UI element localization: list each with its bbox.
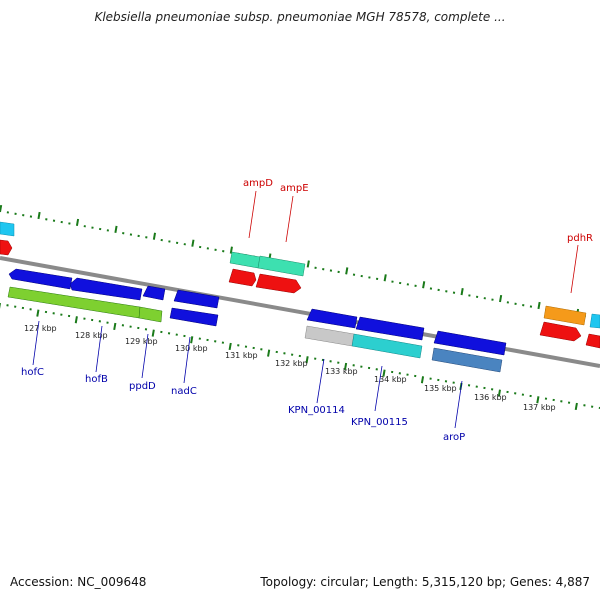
scale-label: 131 kbp xyxy=(225,351,258,360)
ruler-tick xyxy=(382,369,386,377)
scale-label: 128 kbp xyxy=(75,331,108,340)
ruler-tick xyxy=(383,274,387,282)
accession-text: Accession: NC_009648 xyxy=(10,575,147,589)
ruler-tick xyxy=(36,309,40,317)
gene-feature-hofB[interactable] xyxy=(69,277,143,301)
scale-label: 137 kbp xyxy=(523,403,556,412)
leader-line xyxy=(454,380,463,429)
gene-feature[interactable] xyxy=(304,325,355,347)
ruler-tick xyxy=(574,402,578,411)
gene-labels-bottom: hofC hofB ppdD nadC KPN_00114 KPN_00115 … xyxy=(21,320,465,443)
scale-label: 134 kbp xyxy=(374,375,407,384)
gene-feature-ampE[interactable] xyxy=(257,255,306,277)
ruler-tick xyxy=(75,218,80,227)
gene-feature[interactable] xyxy=(0,221,15,237)
gene-feature-pdhR[interactable] xyxy=(543,305,587,326)
scale-label: 130 kbp xyxy=(175,344,208,353)
gene-label-pdhR[interactable]: pdhR xyxy=(567,233,593,244)
gene-label-ppdD[interactable]: ppdD xyxy=(129,381,156,392)
ruler-tick xyxy=(190,336,194,344)
gene-label-ampD[interactable]: ampD xyxy=(243,178,273,189)
bottom-tick-track xyxy=(0,303,600,411)
feature-track-upper xyxy=(0,221,600,349)
ruler-tick xyxy=(151,329,155,337)
ruler-tick xyxy=(229,246,233,254)
scale-label: 127 kbp xyxy=(24,324,57,333)
gene-feature[interactable] xyxy=(589,313,600,329)
map-title: Klebsiella pneumoniae subsp. pneumoniae … xyxy=(94,10,506,24)
ruler-tick xyxy=(191,239,195,247)
gene-feature-ampD[interactable] xyxy=(229,251,261,269)
ruler-tick xyxy=(499,294,503,303)
gene-feature[interactable] xyxy=(585,333,600,349)
gene-feature[interactable] xyxy=(228,268,257,287)
leader-line xyxy=(285,195,294,243)
gene-feature[interactable] xyxy=(539,321,582,342)
gene-feature[interactable] xyxy=(306,308,358,329)
gene-label-hofB[interactable]: hofB xyxy=(85,374,108,385)
leader-line xyxy=(32,320,40,366)
gene-feature-hofC[interactable] xyxy=(8,268,73,290)
gene-feature[interactable] xyxy=(0,239,13,256)
scale-labels: 127 kbp 128 kbp 129 kbp 130 kbp 131 kbp … xyxy=(24,324,556,412)
ruler-tick xyxy=(114,225,118,233)
gene-feature-ppdD[interactable] xyxy=(142,285,166,301)
genome-summary-text: Topology: circular; Length: 5,315,120 bp… xyxy=(260,575,590,589)
gene-label-ampE[interactable]: ampE xyxy=(280,183,309,194)
ruler-tick xyxy=(74,316,78,324)
gene-label-hofC[interactable]: hofC xyxy=(21,367,44,378)
ruler-tick xyxy=(113,322,117,331)
gene-label-aroP[interactable]: aroP xyxy=(443,432,465,443)
ruler-tick xyxy=(305,356,309,364)
ruler-tick xyxy=(267,349,271,357)
gene-feature[interactable] xyxy=(169,307,219,327)
leader-line xyxy=(570,244,579,294)
scale-label: 133 kbp xyxy=(325,367,358,376)
ruler-tick xyxy=(152,232,157,240)
ruler-tick xyxy=(345,267,349,275)
gene-feature[interactable] xyxy=(431,347,503,373)
ruler-tick xyxy=(536,396,540,404)
gene-label-nadC[interactable]: nadC xyxy=(171,386,197,397)
gene-label-KPN_00114[interactable]: KPN_00114 xyxy=(288,405,345,416)
ruler-tick xyxy=(343,362,348,371)
gene-feature-nadC[interactable] xyxy=(173,289,220,309)
ruler-tick xyxy=(460,288,464,296)
ruler-tick xyxy=(420,376,425,384)
gene-feature-aroP[interactable] xyxy=(433,330,507,356)
ruler-tick xyxy=(537,301,541,310)
ruler-tick xyxy=(228,342,232,351)
ruler-tick xyxy=(306,260,310,268)
feature-track-lower xyxy=(7,268,507,373)
leader-line xyxy=(95,325,103,373)
gene-feature-KPN_00114[interactable] xyxy=(355,316,425,341)
scale-label: 129 kbp xyxy=(125,337,158,346)
leader-line xyxy=(183,336,191,384)
ruler-tick xyxy=(422,281,426,289)
ruler-tick xyxy=(37,211,41,220)
gene-feature[interactable] xyxy=(138,306,163,323)
ruler-tick xyxy=(497,389,501,397)
scale-label: 132 kbp xyxy=(275,359,308,368)
leader-line xyxy=(141,333,149,379)
ruler-tick xyxy=(0,204,3,213)
gene-feature[interactable] xyxy=(255,273,302,294)
gene-feature-KPN_00115[interactable] xyxy=(351,333,423,359)
leader-line xyxy=(248,190,257,239)
leader-line xyxy=(316,358,325,404)
scale-label: 136 kbp xyxy=(474,393,507,402)
gene-label-KPN_00115[interactable]: KPN_00115 xyxy=(351,417,408,428)
scale-label: 135 kbp xyxy=(424,384,457,393)
gene-labels-top: ampD ampE pdhR xyxy=(243,178,593,294)
leader-line xyxy=(374,365,383,412)
